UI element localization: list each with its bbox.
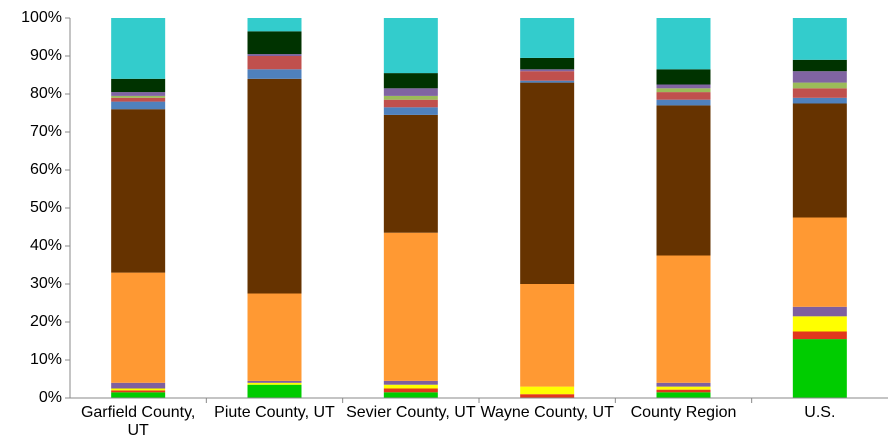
y-tick-label: 100% [21, 9, 62, 26]
bar-segment [111, 388, 166, 391]
x-tick-label: U.S. [804, 404, 836, 421]
bar-segment [111, 392, 166, 398]
y-tick-label: 30% [30, 275, 62, 292]
bar-segment [111, 272, 166, 383]
bar-segment [520, 18, 575, 58]
bar-segment [520, 386, 575, 395]
bar-segment [383, 384, 438, 389]
bar-segment [111, 390, 166, 393]
bar-segment [520, 71, 575, 81]
bar-segment [383, 232, 438, 381]
bar-segment [111, 92, 166, 96]
bar-segment [656, 18, 711, 70]
bar-segment [656, 386, 711, 390]
bar-segment [792, 217, 847, 307]
bar-segment [383, 99, 438, 108]
bar-segment [656, 105, 711, 256]
bar-segment [111, 109, 166, 273]
bar-segment [247, 69, 302, 79]
y-tick-label: 10% [30, 351, 62, 368]
bar-segment [383, 107, 438, 115]
bar-segment [792, 316, 847, 332]
y-tick-label: 90% [30, 47, 62, 64]
bar-segment [383, 18, 438, 74]
bar-segment [111, 101, 166, 110]
x-tick-label: Wayne County, UT [480, 404, 614, 421]
bar-segment [656, 84, 711, 89]
bar-segment [520, 69, 575, 72]
bar-segment [792, 339, 847, 398]
bar-segment [247, 380, 302, 383]
bar-segment [520, 57, 575, 70]
y-tick-label: 0% [39, 389, 62, 406]
bar-segment [247, 382, 302, 385]
bar-segment [111, 97, 166, 102]
y-tick-label: 70% [30, 123, 62, 140]
bar-segment [247, 293, 302, 381]
x-tick-label: Piute County, UT [214, 404, 335, 421]
bar-segment [520, 394, 575, 398]
bar-segment [520, 80, 575, 83]
y-tick-label: 20% [30, 313, 62, 330]
y-tick-label: 50% [30, 199, 62, 216]
bar-segment [520, 284, 575, 387]
bar-segment [520, 82, 575, 284]
bar-segment [111, 95, 166, 98]
bar-segment [247, 31, 302, 55]
y-tick-label: 80% [30, 85, 62, 102]
bar-segment [111, 78, 166, 93]
bar-segment [383, 95, 438, 100]
bar-segment [792, 88, 847, 98]
bar-segment [792, 71, 847, 83]
bar-segment [383, 73, 438, 89]
bar-segment [111, 382, 166, 389]
bar-segment [383, 392, 438, 398]
y-tick-label: 60% [30, 161, 62, 178]
bar-segment [247, 56, 302, 70]
bar-segment [792, 97, 847, 104]
bar-segment [792, 103, 847, 218]
bar-segment [656, 255, 711, 383]
bar-segment [792, 82, 847, 89]
bar-segment [656, 99, 711, 106]
bar-segment [383, 388, 438, 393]
y-tick-label: 40% [30, 237, 62, 254]
bar-segment [792, 331, 847, 340]
bar-segment [656, 92, 711, 100]
x-tick-label: Sevier County, UT [346, 404, 476, 421]
bar-segment [247, 18, 302, 32]
bar-segment [792, 59, 847, 72]
bar-segment [792, 18, 847, 60]
bar-segment [656, 382, 711, 387]
bar-segment [656, 389, 711, 393]
bar-segment [111, 18, 166, 79]
bar-segment [383, 114, 438, 233]
bar-segment [247, 54, 302, 56]
bar-segment [247, 384, 302, 398]
bar-segment [656, 392, 711, 398]
bar-segment [656, 69, 711, 85]
bar-segment [383, 380, 438, 385]
x-tick-label: Garfield County, UT [80, 404, 196, 439]
bar-segment [247, 78, 302, 294]
bar-segment [792, 306, 847, 317]
x-tick-label: County Region [630, 404, 737, 421]
bar-segment [656, 88, 711, 93]
bar-segment [383, 88, 438, 96]
